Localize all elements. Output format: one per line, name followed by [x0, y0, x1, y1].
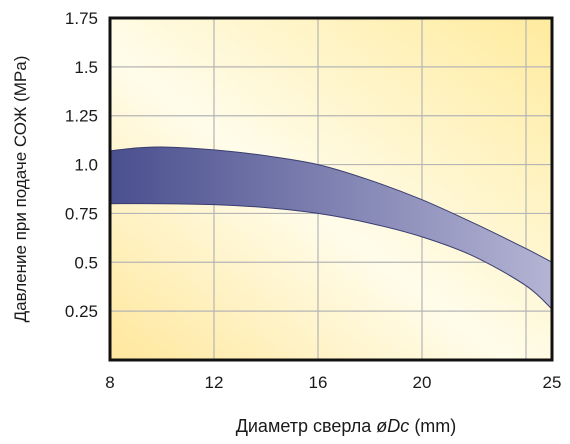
x-axis-title-symbol: øDc: [376, 416, 409, 436]
x-tick-label: 25: [543, 373, 562, 392]
x-axis-title-unit: (mm): [414, 416, 456, 436]
x-axis-title: Диаметр сверла øDc (mm): [236, 416, 457, 436]
y-tick-label: 0.25: [65, 302, 98, 321]
y-tick-label: 0.75: [65, 204, 98, 223]
x-tick-label: 16: [309, 373, 328, 392]
x-tick-label: 12: [205, 373, 224, 392]
y-tick-label: 0.5: [74, 253, 98, 272]
x-tick-label: 8: [105, 373, 114, 392]
x-axis-ticks: 8 12 16 20 25: [105, 373, 561, 392]
y-tick-label: 1.25: [65, 107, 98, 126]
x-tick-label: 20: [413, 373, 432, 392]
pressure-band: [109, 146, 553, 311]
plot-frame: [108, 16, 554, 362]
y-tick-label: 1.0: [74, 156, 98, 175]
x-axis-title-label: Диаметр сверла: [236, 416, 373, 436]
y-axis-title: Давление при подаче СОЖ (MPa): [11, 56, 30, 323]
y-axis-ticks: 0.25 0.5 0.75 1.0 1.25 1.5 1.75: [65, 9, 98, 321]
y-tick-label: 1.75: [65, 9, 98, 28]
y-tick-label: 1.5: [74, 58, 98, 77]
